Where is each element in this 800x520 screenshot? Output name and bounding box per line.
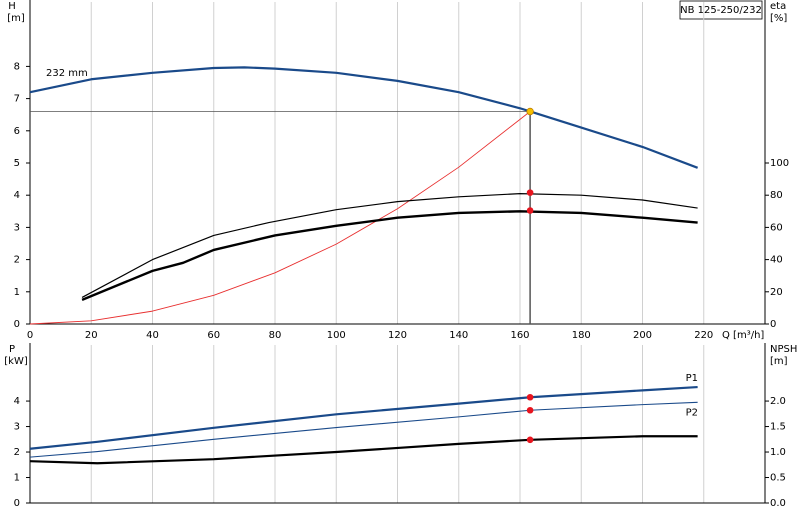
curve: [29, 66, 699, 169]
curve: [29, 385, 698, 450]
x-tick-label: 180: [572, 330, 591, 341]
curve-label: P1: [686, 373, 698, 384]
operating-point: [526, 406, 534, 414]
model-label: NB 125-250/232: [680, 5, 762, 16]
curve: [81, 210, 698, 301]
curve: [29, 111, 531, 325]
curve-label: P2: [686, 407, 698, 418]
y-tick-label: 0: [14, 319, 20, 330]
x-tick-label: 80: [269, 330, 282, 341]
operating-point: [526, 107, 534, 116]
y2-axis-unit: [m]: [770, 356, 788, 367]
y-tick-label: 1: [14, 287, 20, 298]
y2-tick-label: 60: [770, 222, 783, 233]
y-tick-label: 1: [14, 473, 20, 484]
x-tick-label: 140: [449, 330, 468, 341]
y-axis-unit: [kW]: [4, 356, 28, 367]
y-axis-unit: [m]: [7, 13, 25, 24]
y2-tick-label: 80: [770, 190, 783, 201]
curve: [29, 435, 698, 465]
y2-axis-label: NPSH: [770, 344, 797, 355]
y2-axis-label: eta: [770, 1, 786, 12]
y2-tick-label: 1.0: [770, 447, 786, 458]
x-tick-label: 120: [388, 330, 407, 341]
x-axis-label: Q [m³/h]: [722, 330, 764, 341]
y-tick-label: 7: [14, 94, 20, 105]
y-tick-label: 4: [14, 190, 20, 201]
y-tick-label: 2: [14, 255, 20, 266]
y2-tick-label: 0.5: [770, 473, 786, 484]
x-tick-label: 100: [327, 330, 346, 341]
y-axis-label: H: [8, 1, 16, 12]
x-tick-label: 220: [694, 330, 713, 341]
y2-tick-label: 100: [770, 158, 789, 169]
y-tick-label: 0: [14, 498, 20, 509]
curve: [81, 192, 698, 298]
curve-label: 232 mm: [46, 68, 88, 79]
y2-tick-label: 2.0: [770, 396, 786, 407]
x-tick-label: 60: [207, 330, 220, 341]
y2-tick-label: 0: [770, 319, 776, 330]
curve: [29, 401, 698, 458]
x-tick-label: 160: [510, 330, 529, 341]
x-tick-label: 0: [27, 330, 33, 341]
y-tick-label: 5: [14, 158, 20, 169]
y2-tick-label: 40: [770, 255, 783, 266]
x-tick-label: 200: [633, 330, 652, 341]
model-box: [679, 0, 763, 20]
y-tick-label: 8: [14, 61, 20, 72]
y2-tick-label: 0.0: [770, 498, 786, 509]
x-tick-label: 40: [146, 330, 159, 341]
y-axis-label: P: [9, 344, 15, 355]
y2-tick-label: 1.5: [770, 422, 786, 433]
operating-point: [526, 436, 534, 444]
y2-tick-label: 20: [770, 287, 783, 298]
operating-point: [526, 207, 534, 214]
y-tick-label: 2: [14, 447, 20, 458]
operating-point: [526, 189, 534, 196]
y-tick-label: 3: [14, 422, 20, 433]
x-tick-label: 20: [85, 330, 98, 341]
y-tick-label: 6: [14, 126, 20, 137]
y-tick-label: 4: [14, 396, 20, 407]
y2-axis-unit: [%]: [770, 13, 787, 24]
y-tick-label: 3: [14, 222, 20, 233]
operating-point: [526, 393, 534, 401]
